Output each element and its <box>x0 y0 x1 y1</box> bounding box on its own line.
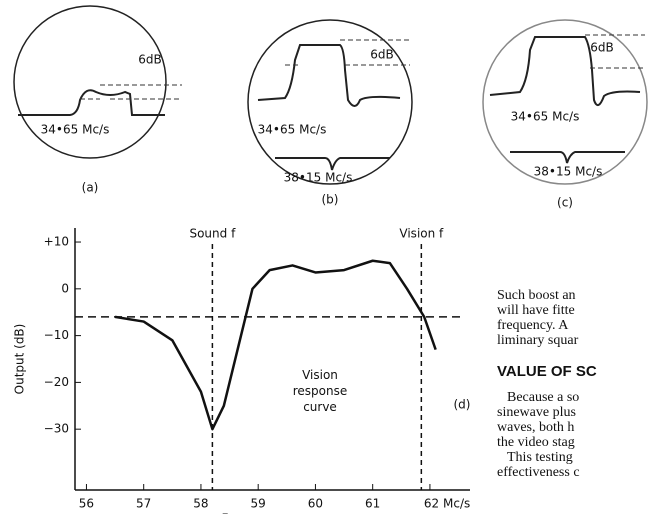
y-tick-label: 0 <box>61 281 69 295</box>
waveform <box>18 89 165 116</box>
scope-caption: (c) <box>557 196 573 210</box>
x-axis-label: Frequency <box>222 512 284 514</box>
x-tick-label: 61 <box>365 497 380 511</box>
x-tick-label: 58 <box>193 497 208 511</box>
level-lines <box>585 34 645 69</box>
marker-label: Sound f <box>189 227 236 241</box>
frequency-label: 34•65 Mc/s <box>41 123 110 137</box>
waveform <box>257 44 401 107</box>
level-label: 6dB <box>590 41 613 55</box>
text-line: Such boost an <box>497 288 576 303</box>
text-line: effectiveness c <box>497 465 580 480</box>
curve-annotation: Vision response curve <box>293 368 348 414</box>
y-tick-label: −10 <box>44 328 69 342</box>
response-curve <box>114 259 437 431</box>
y-tick-label: −30 <box>44 422 69 436</box>
scope-a <box>13 5 167 159</box>
waveform <box>510 151 625 164</box>
panel-label: (d) <box>454 398 471 412</box>
marker-label: Vision f <box>399 227 444 241</box>
y-axis-label: Output (dB) <box>13 324 27 395</box>
level-lines <box>285 39 410 66</box>
text-line: liminary squar <box>497 333 579 348</box>
text-line: waves, both h <box>497 420 574 435</box>
frequency-label: 38•15 Mc/s <box>284 171 353 185</box>
text-line: will have fitte <box>497 303 575 318</box>
level-lines <box>80 84 182 100</box>
frequency-label: 34•65 Mc/s <box>258 123 327 137</box>
scope-caption: (a) <box>82 181 99 195</box>
x-tick-label: 56 <box>79 497 94 511</box>
x-tick-label: 57 <box>136 497 151 511</box>
scope-c <box>482 19 648 185</box>
scope-b <box>247 19 413 185</box>
text-line: This testing <box>507 450 573 465</box>
x-tick-label: 59 <box>251 497 266 511</box>
y-tick-label: −20 <box>44 375 69 389</box>
scope-caption: (b) <box>322 193 339 207</box>
text-line: sinewave plus <box>497 405 576 420</box>
frequency-label: 34•65 Mc/s <box>511 110 580 124</box>
text-line: the video stag <box>497 435 575 450</box>
text-line: frequency. A <box>497 318 569 333</box>
waveform <box>489 36 641 107</box>
x-tick-label: 62 Mc/s <box>424 497 470 511</box>
level-label: 6dB <box>370 48 393 62</box>
waveform <box>275 157 390 171</box>
level-label: 6dB <box>138 53 161 67</box>
frequency-label: 38•15 Mc/s <box>534 165 603 179</box>
section-heading: VALUE OF SC <box>497 363 597 380</box>
x-tick-label: 60 <box>308 497 323 511</box>
y-tick-label: +10 <box>44 235 69 249</box>
text-line: Because a so <box>507 390 579 405</box>
